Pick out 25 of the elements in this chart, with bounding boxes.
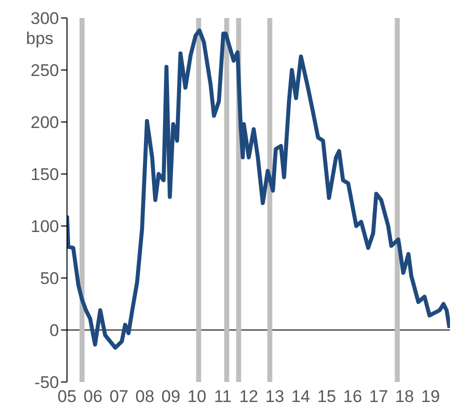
x-tick-label: 09 [161,387,180,406]
y-tick-label: -50 [34,373,59,392]
x-tick-label: 17 [369,387,388,406]
x-tick-label: 07 [109,387,128,406]
x-tick-label: 05 [58,387,76,406]
y-tick-label: 150 [30,165,59,184]
y-tick-label: 200 [30,113,59,132]
x-tick-label: 08 [135,387,154,406]
x-tick-label: 06 [84,387,102,406]
x-tick-label: 13 [265,387,284,406]
x-tick-label: 10 [187,387,206,406]
x-tick-label: 16 [343,387,362,406]
x-tick-label: 12 [239,387,258,406]
y-tick-label: 0 [50,321,59,340]
y-tick-label: 50 [40,269,59,288]
x-tick-label: 19 [421,387,440,406]
x-tick-label: 14 [291,387,310,406]
y-tick-label: 100 [30,217,59,236]
y-tick-label: 250 [30,61,59,80]
line-series [67,28,450,350]
y-tick-label: 300 [30,9,59,28]
y-axis-title: bps [26,29,54,48]
x-tick-label: 11 [214,387,232,406]
x-tick-label: 18 [395,387,414,406]
x-tick-label: 15 [317,387,336,406]
